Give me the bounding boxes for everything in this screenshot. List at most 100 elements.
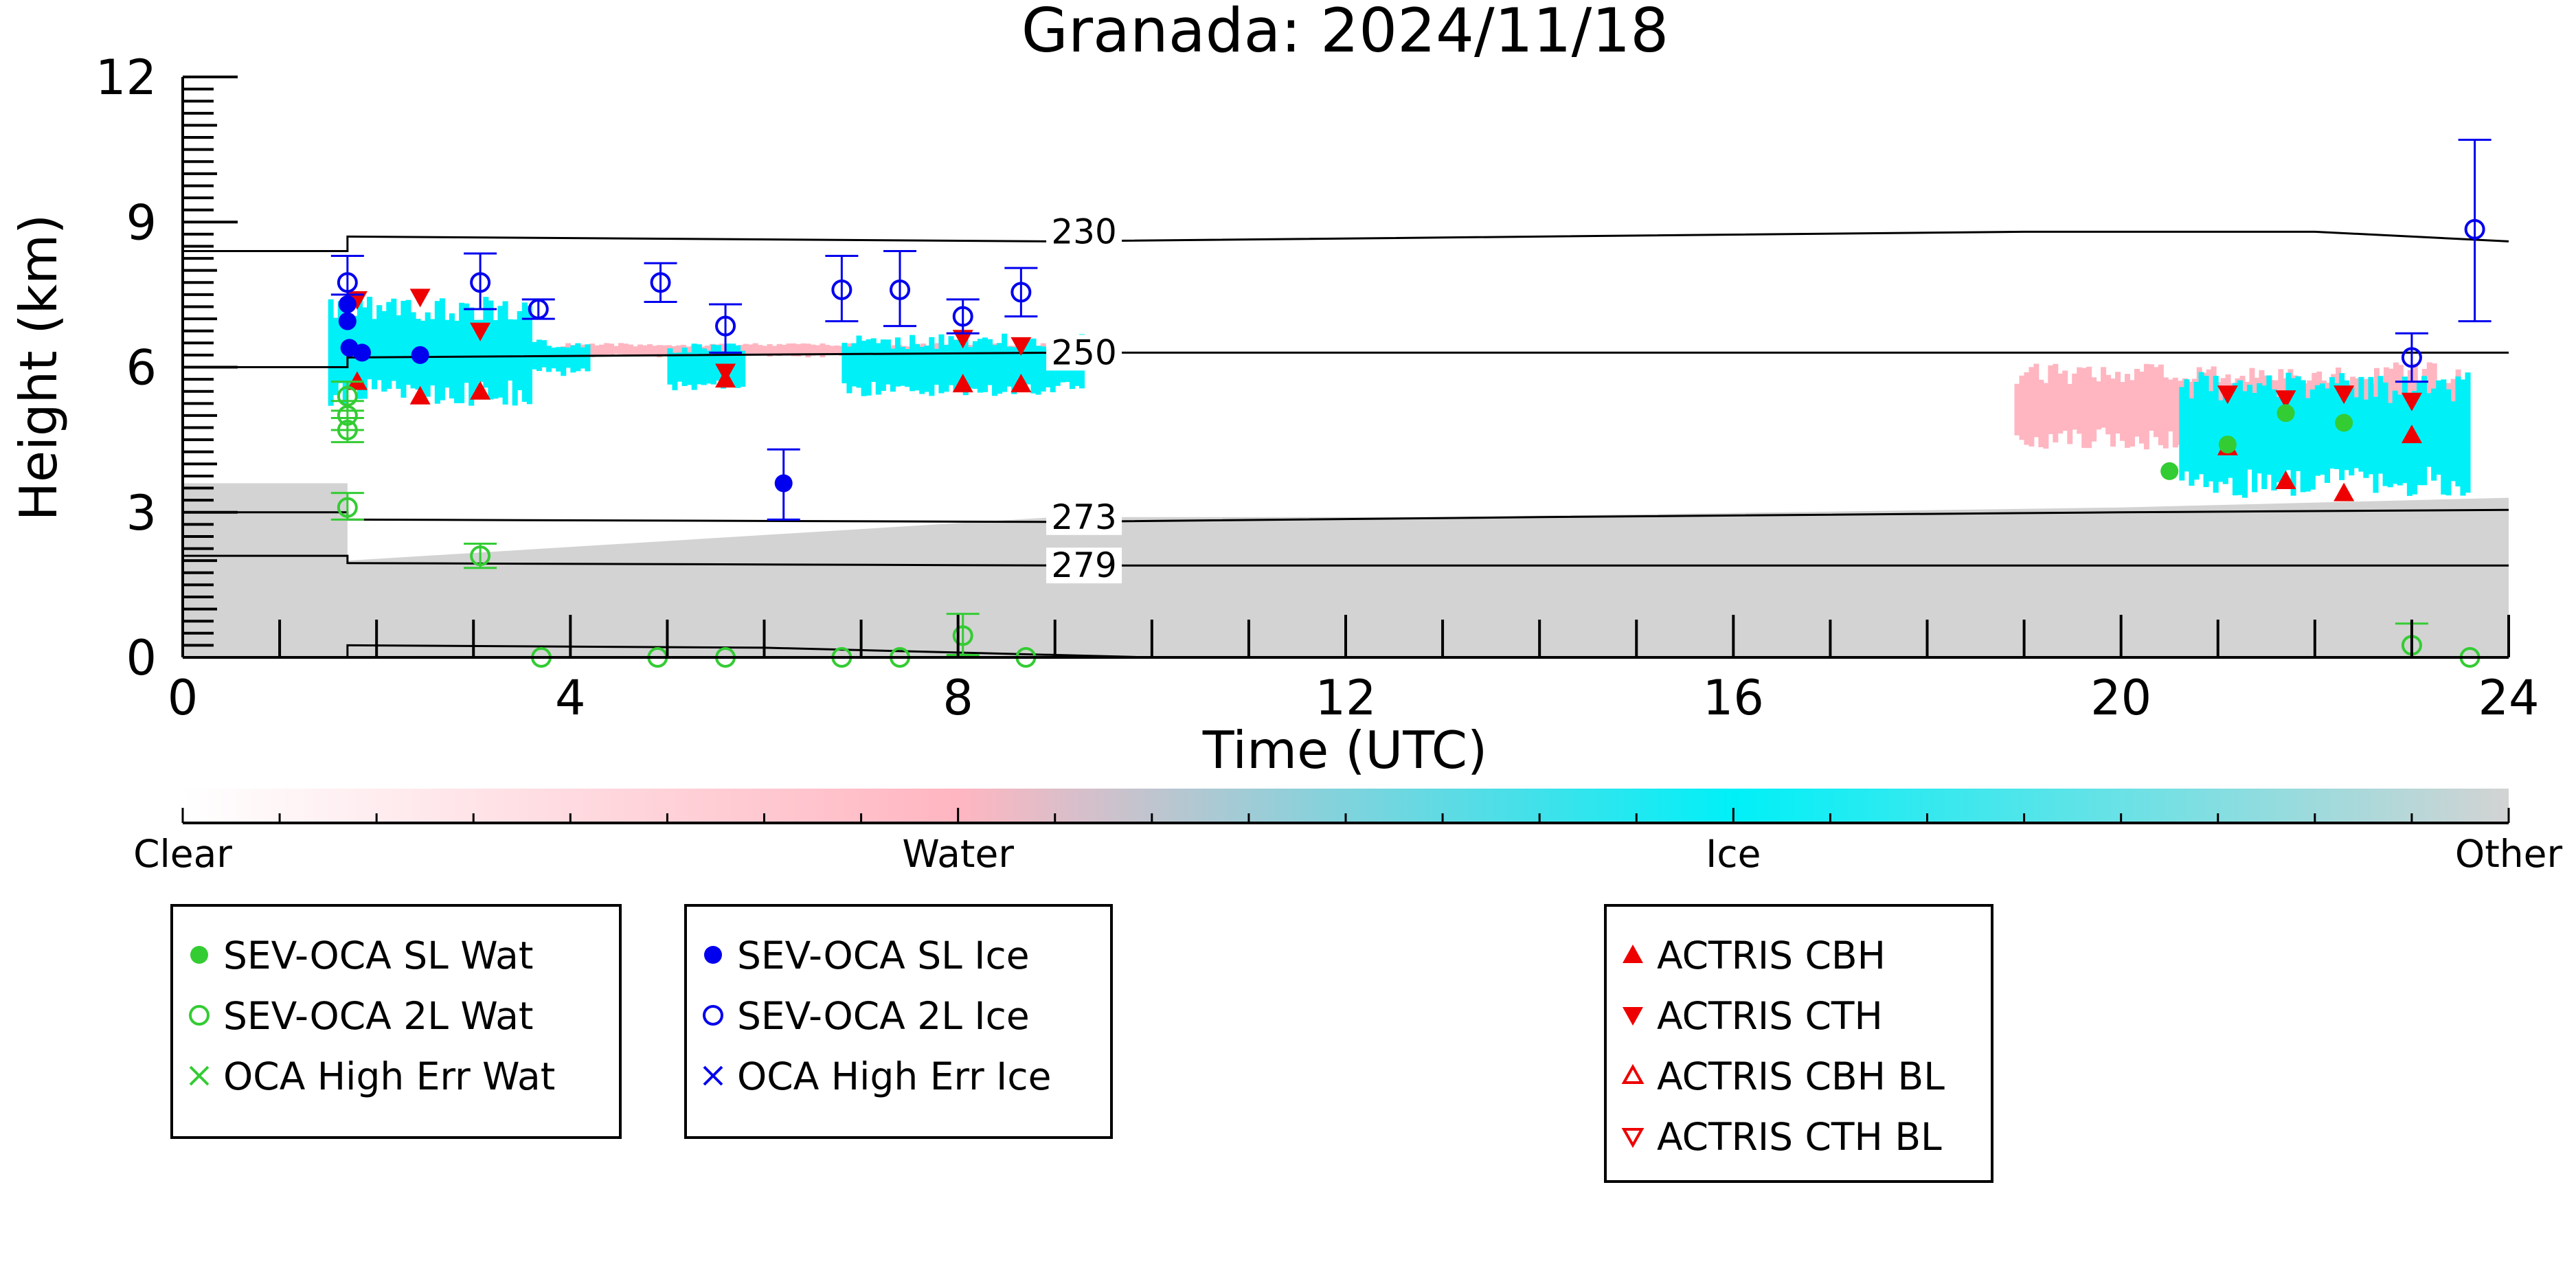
data-point xyxy=(1010,337,1032,356)
legend-marker xyxy=(189,1005,210,1026)
legend-marker xyxy=(703,1005,723,1026)
ice-cloud-region-streak xyxy=(400,300,407,398)
ice-cloud-region-streak xyxy=(2436,380,2442,475)
ice-cloud-region-streak xyxy=(972,341,978,389)
ice-cloud-region-streak xyxy=(565,347,572,368)
legend-box-3: ACTRIS CBH ACTRIS CTH ACTRIS CBH BL ACTRIS … xyxy=(1604,904,1993,1183)
data-point xyxy=(2217,385,2238,405)
water-cloud-region-streak xyxy=(2024,372,2030,445)
ice-cloud-region-streak xyxy=(454,320,460,403)
water-cloud-region-streak xyxy=(2143,363,2149,450)
water-cloud-region-streak xyxy=(594,345,600,355)
data-point xyxy=(353,343,372,362)
ice-cloud-region-streak xyxy=(905,349,911,387)
water-cloud-region-streak xyxy=(589,343,596,357)
data-point xyxy=(2335,414,2353,432)
ice-cloud-region-streak xyxy=(2441,379,2447,495)
data-point xyxy=(952,330,973,349)
water-cloud-region-streak xyxy=(2062,370,2068,431)
y-tick-label: 12 xyxy=(95,49,157,106)
water-cloud-region-streak xyxy=(791,343,797,357)
error-bar xyxy=(2458,139,2492,323)
series-sev-oca-2l-ice xyxy=(330,139,2492,383)
data-point xyxy=(2276,404,2295,422)
ice-cloud-region-streak xyxy=(464,303,470,383)
ice-cloud-region-streak xyxy=(2426,393,2432,467)
legend-label: ACTRIS CTH BL xyxy=(1657,1115,1942,1159)
data-point xyxy=(774,474,793,493)
ice-cloud-region-streak xyxy=(2184,379,2190,472)
series-sev-oca-sl-ice xyxy=(338,295,800,521)
ice-cloud-region-streak xyxy=(2319,383,2325,475)
data-point xyxy=(2334,482,2355,501)
ice-cloud-region-streak xyxy=(880,339,886,392)
isotherm-label: 250 xyxy=(1051,332,1116,372)
water-cloud-region-streak xyxy=(2072,373,2078,430)
ice-cloud-region-streak xyxy=(715,345,722,381)
ice-cloud-region-streak xyxy=(2387,403,2393,488)
ice-cloud-region-streak xyxy=(2329,377,2336,469)
ice-cloud-region-streak xyxy=(2257,383,2263,474)
ice-cloud-region-streak xyxy=(2314,385,2320,476)
legend-entry: ACTRIS CBH BL xyxy=(1621,1054,1945,1098)
isotherm-label: 279 xyxy=(1051,545,1116,585)
water-cloud-region-streak xyxy=(795,343,802,357)
water-cloud-region-streak xyxy=(805,343,811,358)
ice-cloud-region-streak xyxy=(2227,388,2233,478)
water-cloud-region-streak xyxy=(771,346,778,354)
legend-label: SEV-OCA SL Ice xyxy=(737,934,1030,978)
data-point xyxy=(528,299,549,319)
y-tick-label: 6 xyxy=(126,340,157,396)
ice-cloud-region-streak xyxy=(870,338,877,382)
data-point xyxy=(411,346,429,364)
ice-cloud-region-streak xyxy=(943,345,949,392)
legend-frame xyxy=(170,904,622,1139)
ice-cloud-region-streak xyxy=(681,348,688,386)
water-cloud-region-streak xyxy=(2043,383,2049,449)
ice-cloud-region-streak xyxy=(2213,376,2219,493)
water-cloud-region-streak xyxy=(2096,381,2102,430)
y-tick-label: 3 xyxy=(126,485,157,541)
data-point xyxy=(650,272,671,293)
legend-frame xyxy=(1604,904,1993,1183)
water-cloud-region-streak xyxy=(2167,379,2173,431)
legend-box-1: SEV-OCA SL Wat SEV-OCA 2L Wat OCA High Err… xyxy=(170,904,622,1139)
water-cloud-region-streak xyxy=(776,343,782,357)
ice-cloud-region-streak xyxy=(570,345,576,373)
water-cloud-region-streak xyxy=(2057,373,2064,434)
legend-label: SEV-OCA 2L Ice xyxy=(737,994,1030,1038)
water-cloud-region-streak xyxy=(2053,363,2059,443)
ice-cloud-region-streak xyxy=(2450,401,2456,482)
ice-cloud-region-streak xyxy=(429,319,436,386)
ice-cloud-region-streak xyxy=(2242,391,2248,498)
ice-cloud-region-streak xyxy=(2290,378,2296,496)
data-point xyxy=(2334,385,2355,405)
plot-area: 230 250 273 279 xyxy=(183,139,2509,668)
ice-cloud-region-streak xyxy=(909,335,916,392)
plot-clip-group xyxy=(183,230,2509,657)
series-sev-oca-sl-wat xyxy=(2160,404,2353,480)
colorbar-label: Ice xyxy=(1706,832,1761,876)
ice-cloud-region-streak xyxy=(2363,399,2369,478)
ice-cloud-region-streak xyxy=(2295,376,2301,471)
ice-cloud-region-streak xyxy=(2416,381,2423,486)
ice-cloud-region-streak xyxy=(2179,387,2185,481)
water-cloud-region-streak xyxy=(613,346,620,354)
water-cloud-region-streak xyxy=(661,345,667,355)
legend-marker xyxy=(1621,1063,1645,1084)
ice-cloud-region-streak xyxy=(2349,387,2355,476)
ice-cloud-region-streak xyxy=(2222,387,2228,484)
ice-cloud-region-streak xyxy=(2203,376,2209,488)
legend-entry: ACTRIS CTH xyxy=(1623,994,1883,1038)
isotherm-label-bg xyxy=(1046,214,1122,250)
data-point xyxy=(2401,392,2422,411)
water-cloud-region-streak xyxy=(2162,377,2169,449)
water-cloud-region-streak xyxy=(2038,379,2044,448)
data-point xyxy=(470,545,491,567)
y-axis: 0 3 6 9 12 xyxy=(95,49,238,686)
data-point xyxy=(952,374,973,393)
x-tick-label: 12 xyxy=(1315,670,1376,726)
isotherm-line xyxy=(183,554,2509,567)
water-cloud-region-streak xyxy=(829,346,835,355)
water-cloud-region-streak xyxy=(824,345,831,355)
